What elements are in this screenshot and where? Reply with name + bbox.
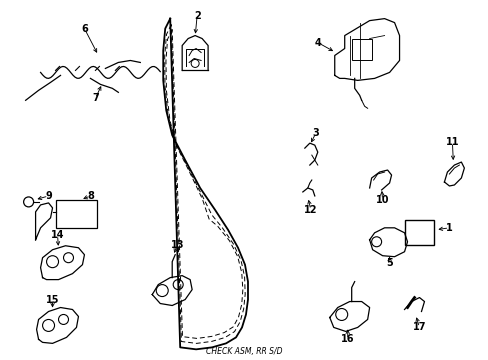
Text: CHECK ASM, RR S/D: CHECK ASM, RR S/D <box>205 347 282 356</box>
Text: 15: 15 <box>46 294 59 305</box>
Text: 2: 2 <box>193 11 200 21</box>
Text: 4: 4 <box>314 37 321 48</box>
Text: 16: 16 <box>340 334 354 345</box>
Text: 8: 8 <box>87 191 94 201</box>
Text: 7: 7 <box>92 93 99 103</box>
Text: 11: 11 <box>445 137 458 147</box>
Text: 6: 6 <box>81 24 88 33</box>
Text: 9: 9 <box>45 191 52 201</box>
Text: 3: 3 <box>312 128 319 138</box>
Text: 1: 1 <box>445 223 452 233</box>
Text: 13: 13 <box>170 240 183 250</box>
Text: 14: 14 <box>51 230 64 240</box>
Bar <box>351 39 371 60</box>
Bar <box>56 200 97 228</box>
Text: 12: 12 <box>304 205 317 215</box>
Bar <box>404 220 433 245</box>
Text: 10: 10 <box>375 195 388 205</box>
Text: 5: 5 <box>386 258 392 268</box>
Text: 17: 17 <box>412 323 426 332</box>
